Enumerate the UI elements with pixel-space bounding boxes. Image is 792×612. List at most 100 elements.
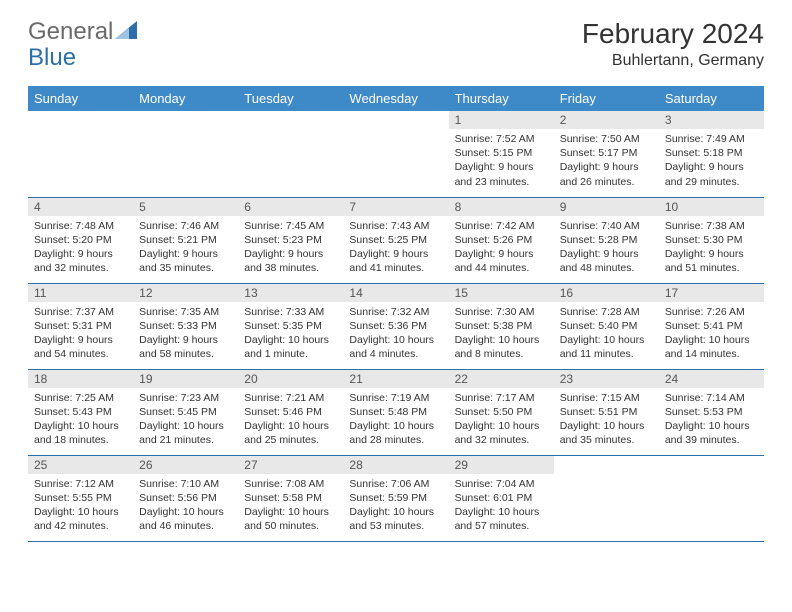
day-number: 9 (554, 198, 659, 216)
calendar-cell: 17Sunrise: 7:26 AMSunset: 5:41 PMDayligh… (659, 283, 764, 369)
calendar-cell: 20Sunrise: 7:21 AMSunset: 5:46 PMDayligh… (238, 369, 343, 455)
day-number: 26 (133, 456, 238, 474)
day-number: 19 (133, 370, 238, 388)
day-number-empty (554, 456, 659, 460)
day-details: Sunrise: 7:32 AMSunset: 5:36 PMDaylight:… (343, 302, 448, 368)
day-details: Sunrise: 7:06 AMSunset: 5:59 PMDaylight:… (343, 474, 448, 540)
logo-word-2: Blue (28, 44, 76, 72)
day-number: 8 (449, 198, 554, 216)
day-details: Sunrise: 7:49 AMSunset: 5:18 PMDaylight:… (659, 129, 764, 195)
day-number: 18 (28, 370, 133, 388)
calendar-cell: 8Sunrise: 7:42 AMSunset: 5:26 PMDaylight… (449, 197, 554, 283)
calendar-table: SundayMondayTuesdayWednesdayThursdayFrid… (28, 86, 764, 542)
calendar-cell: 15Sunrise: 7:30 AMSunset: 5:38 PMDayligh… (449, 283, 554, 369)
day-number: 1 (449, 111, 554, 129)
day-details: Sunrise: 7:14 AMSunset: 5:53 PMDaylight:… (659, 388, 764, 454)
calendar-cell: 28Sunrise: 7:06 AMSunset: 5:59 PMDayligh… (343, 455, 448, 541)
day-details: Sunrise: 7:26 AMSunset: 5:41 PMDaylight:… (659, 302, 764, 368)
calendar-week: 11Sunrise: 7:37 AMSunset: 5:31 PMDayligh… (28, 283, 764, 369)
calendar-cell: 2Sunrise: 7:50 AMSunset: 5:17 PMDaylight… (554, 111, 659, 197)
calendar-cell: 21Sunrise: 7:19 AMSunset: 5:48 PMDayligh… (343, 369, 448, 455)
month-title: February 2024 (582, 18, 764, 50)
calendar-cell: 3Sunrise: 7:49 AMSunset: 5:18 PMDaylight… (659, 111, 764, 197)
calendar-cell (28, 111, 133, 197)
day-number: 10 (659, 198, 764, 216)
day-number: 4 (28, 198, 133, 216)
day-number: 5 (133, 198, 238, 216)
day-number-empty (659, 456, 764, 460)
calendar-cell: 27Sunrise: 7:08 AMSunset: 5:58 PMDayligh… (238, 455, 343, 541)
day-details: Sunrise: 7:15 AMSunset: 5:51 PMDaylight:… (554, 388, 659, 454)
day-number: 17 (659, 284, 764, 302)
day-number: 24 (659, 370, 764, 388)
calendar-cell: 4Sunrise: 7:48 AMSunset: 5:20 PMDaylight… (28, 197, 133, 283)
day-details: Sunrise: 7:12 AMSunset: 5:55 PMDaylight:… (28, 474, 133, 540)
calendar-cell: 13Sunrise: 7:33 AMSunset: 5:35 PMDayligh… (238, 283, 343, 369)
day-details: Sunrise: 7:33 AMSunset: 5:35 PMDaylight:… (238, 302, 343, 368)
day-number-empty (133, 111, 238, 115)
day-number: 12 (133, 284, 238, 302)
day-number-empty (238, 111, 343, 115)
calendar-cell: 10Sunrise: 7:38 AMSunset: 5:30 PMDayligh… (659, 197, 764, 283)
day-number: 7 (343, 198, 448, 216)
day-number: 21 (343, 370, 448, 388)
day-number: 6 (238, 198, 343, 216)
day-number: 13 (238, 284, 343, 302)
day-number: 20 (238, 370, 343, 388)
day-details: Sunrise: 7:40 AMSunset: 5:28 PMDaylight:… (554, 216, 659, 282)
calendar-cell: 12Sunrise: 7:35 AMSunset: 5:33 PMDayligh… (133, 283, 238, 369)
calendar-cell: 19Sunrise: 7:23 AMSunset: 5:45 PMDayligh… (133, 369, 238, 455)
day-number: 2 (554, 111, 659, 129)
day-details: Sunrise: 7:46 AMSunset: 5:21 PMDaylight:… (133, 216, 238, 282)
calendar-cell (554, 455, 659, 541)
day-header: Sunday (28, 86, 133, 111)
calendar-cell: 5Sunrise: 7:46 AMSunset: 5:21 PMDaylight… (133, 197, 238, 283)
calendar-cell: 26Sunrise: 7:10 AMSunset: 5:56 PMDayligh… (133, 455, 238, 541)
calendar-cell: 29Sunrise: 7:04 AMSunset: 6:01 PMDayligh… (449, 455, 554, 541)
day-details: Sunrise: 7:08 AMSunset: 5:58 PMDaylight:… (238, 474, 343, 540)
day-number: 29 (449, 456, 554, 474)
day-number: 28 (343, 456, 448, 474)
day-number-empty (28, 111, 133, 115)
calendar-week: 18Sunrise: 7:25 AMSunset: 5:43 PMDayligh… (28, 369, 764, 455)
day-details: Sunrise: 7:45 AMSunset: 5:23 PMDaylight:… (238, 216, 343, 282)
calendar-cell: 23Sunrise: 7:15 AMSunset: 5:51 PMDayligh… (554, 369, 659, 455)
day-header: Tuesday (238, 86, 343, 111)
day-number: 16 (554, 284, 659, 302)
day-details: Sunrise: 7:21 AMSunset: 5:46 PMDaylight:… (238, 388, 343, 454)
calendar-week: 4Sunrise: 7:48 AMSunset: 5:20 PMDaylight… (28, 197, 764, 283)
day-details: Sunrise: 7:37 AMSunset: 5:31 PMDaylight:… (28, 302, 133, 368)
calendar-week: 25Sunrise: 7:12 AMSunset: 5:55 PMDayligh… (28, 455, 764, 541)
calendar-body: 1Sunrise: 7:52 AMSunset: 5:15 PMDaylight… (28, 111, 764, 541)
day-details: Sunrise: 7:23 AMSunset: 5:45 PMDaylight:… (133, 388, 238, 454)
day-details: Sunrise: 7:35 AMSunset: 5:33 PMDaylight:… (133, 302, 238, 368)
day-number: 25 (28, 456, 133, 474)
day-details: Sunrise: 7:28 AMSunset: 5:40 PMDaylight:… (554, 302, 659, 368)
day-details: Sunrise: 7:30 AMSunset: 5:38 PMDaylight:… (449, 302, 554, 368)
title-block: February 2024 Buhlertann, Germany (582, 18, 764, 70)
calendar-head: SundayMondayTuesdayWednesdayThursdayFrid… (28, 86, 764, 111)
calendar-cell (343, 111, 448, 197)
calendar-cell: 9Sunrise: 7:40 AMSunset: 5:28 PMDaylight… (554, 197, 659, 283)
calendar-cell: 18Sunrise: 7:25 AMSunset: 5:43 PMDayligh… (28, 369, 133, 455)
day-details: Sunrise: 7:42 AMSunset: 5:26 PMDaylight:… (449, 216, 554, 282)
logo-triangle-icon (115, 18, 137, 46)
calendar-cell: 11Sunrise: 7:37 AMSunset: 5:31 PMDayligh… (28, 283, 133, 369)
day-number: 22 (449, 370, 554, 388)
day-details: Sunrise: 7:10 AMSunset: 5:56 PMDaylight:… (133, 474, 238, 540)
day-number-empty (343, 111, 448, 115)
calendar-cell: 25Sunrise: 7:12 AMSunset: 5:55 PMDayligh… (28, 455, 133, 541)
day-details: Sunrise: 7:48 AMSunset: 5:20 PMDaylight:… (28, 216, 133, 282)
calendar-cell (238, 111, 343, 197)
day-details: Sunrise: 7:50 AMSunset: 5:17 PMDaylight:… (554, 129, 659, 195)
day-details: Sunrise: 7:19 AMSunset: 5:48 PMDaylight:… (343, 388, 448, 454)
day-header: Monday (133, 86, 238, 111)
calendar-cell: 14Sunrise: 7:32 AMSunset: 5:36 PMDayligh… (343, 283, 448, 369)
day-details: Sunrise: 7:38 AMSunset: 5:30 PMDaylight:… (659, 216, 764, 282)
day-number: 3 (659, 111, 764, 129)
day-details: Sunrise: 7:52 AMSunset: 5:15 PMDaylight:… (449, 129, 554, 195)
calendar-cell (133, 111, 238, 197)
calendar-cell: 1Sunrise: 7:52 AMSunset: 5:15 PMDaylight… (449, 111, 554, 197)
day-header: Wednesday (343, 86, 448, 111)
day-number: 23 (554, 370, 659, 388)
